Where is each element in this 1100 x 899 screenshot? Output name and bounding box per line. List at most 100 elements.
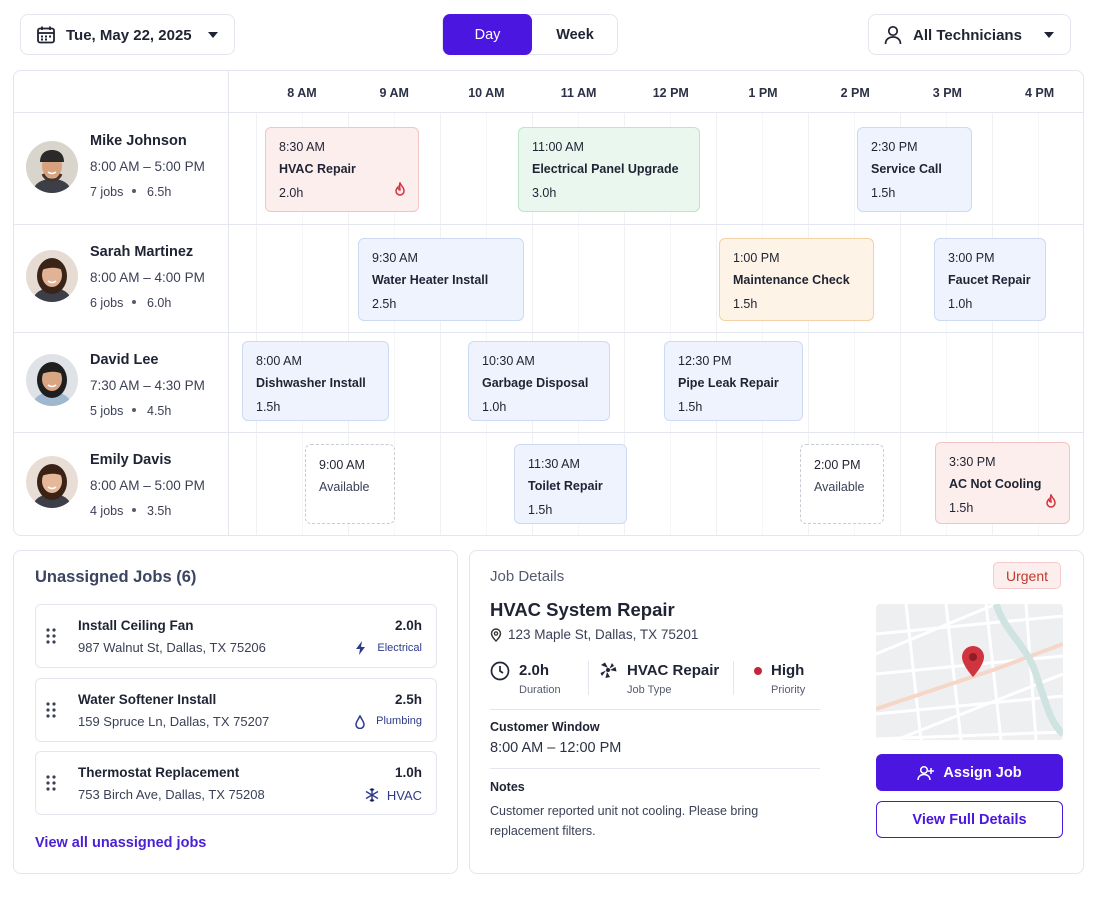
column-divider [228,71,229,535]
job-category: Plumbing [354,714,422,729]
view-all-link[interactable]: View all unassigned jobs [35,835,207,851]
appointment-title: Faucet Repair [948,273,1031,287]
appointment-time: 9:00 AM [319,458,365,472]
technician-name: Sarah Martinez [90,244,194,260]
hour-label: 8 AM [287,86,317,100]
appointment-card[interactable]: 8:30 AM HVAC Repair 2.0h [265,127,419,212]
appointment-card[interactable]: 9:00 AM Available [305,444,395,524]
stat-label: Job Type [627,684,672,696]
urgent-badge: Urgent [993,562,1061,589]
grid-line [394,113,395,535]
job-duration: 2.0h [394,618,422,633]
grid-line [486,113,487,535]
job-address: 159 Spruce Ln, Dallas, TX 75207 [78,713,270,729]
header-divider [14,112,1083,113]
grid-line [302,113,303,535]
grid-line [716,113,717,535]
appointment-card[interactable]: 9:30 AM Water Heater Install 2.5h [358,238,524,321]
technician-duration: 6.0h [147,296,172,310]
appointment-card[interactable]: 10:30 AM Garbage Disposal 1.0h [468,341,610,421]
divider [588,661,589,695]
appointment-time: 10:30 AM [482,354,535,368]
appointment-card[interactable]: 8:00 AM Dishwasher Install 1.5h [242,341,389,421]
urgent-icon [1045,493,1057,513]
row-divider [14,224,1083,225]
bullet [132,408,136,412]
fan-icon [600,662,617,678]
divider [490,768,820,769]
appointment-card[interactable]: 3:00 PM Faucet Repair 1.0h [934,238,1046,321]
job-name: Thermostat Replacement [78,765,240,780]
panel-heading: Job Details [490,568,565,585]
job-category: Electrical [355,641,422,655]
user-icon [884,25,902,45]
drag-handle [46,701,56,723]
category-label: Electrical [377,641,422,654]
row-divider [14,432,1083,433]
unassigned-job[interactable]: Water Softener Install 159 Spruce Ln, Dal… [35,677,437,742]
grid-line [992,113,993,535]
appointment-time: 8:00 AM [256,354,302,368]
bullet [132,508,136,512]
date-picker[interactable]: Tue, May 22, 2025 [20,14,235,55]
appointment-time: 11:30 AM [528,457,580,471]
appointment-card[interactable]: 1:00 PM Maintenance Check 1.5h [719,238,874,321]
technician-jobs: 6 jobs [90,296,124,310]
appointment-card[interactable]: 11:00 AM Electrical Panel Upgrade 3.0h [518,127,700,212]
appointment-title: Toilet Repair [528,479,603,493]
urgent-icon [394,181,406,201]
unassigned-job[interactable]: Thermostat Replacement 753 Birch Ave, Dal… [35,751,437,815]
technician-jobs: 7 jobs [90,185,124,199]
unassigned-job[interactable]: Install Ceiling Fan 987 Walnut St, Dallas… [35,604,437,668]
notes-text: Customer reported unit not cooling. Plea… [490,804,759,838]
technician-hours: 7:30 AM – 4:30 PM [90,378,205,393]
caret [208,32,218,38]
grid-line [578,113,579,535]
appointment-duration: 1.5h [256,400,281,414]
appointment-card[interactable]: 11:30 AM Toilet Repair 1.5h [514,444,627,524]
appointment-time: 3:30 PM [949,455,996,469]
category-label: HVAC [386,787,422,803]
urgent-icon-svg [1046,493,1056,508]
hour-label: 11 AM [560,86,597,100]
appointment-card[interactable]: 3:30 PM AC Not Cooling 1.5h [935,442,1070,524]
appointment-time: 2:30 PM [871,140,918,154]
appointment-duration: 1.5h [871,186,896,200]
view-details-button[interactable]: View Full Details [876,801,1063,838]
grid-line [900,113,901,535]
appointment-time: 8:30 AM [279,140,325,154]
grid-line [670,113,671,535]
stat-label: Duration [519,684,561,696]
appointment-card[interactable]: 2:30 PM Service Call 1.5h [857,127,972,212]
appointment-title: Service Call [871,162,942,176]
drag-handle-svg [46,628,56,644]
week-tab[interactable]: Week [556,26,594,43]
hour-label: 9 AM [379,86,409,100]
appointment-time: 2:00 PM [814,458,861,472]
appointment-time: 1:00 PM [733,251,780,265]
appointment-card[interactable]: 2:00 PM Available [800,444,884,524]
view-toggle: Day Week [442,14,618,55]
appointment-duration: 1.0h [948,297,973,311]
assign-job-button[interactable]: Assign Job [876,754,1063,791]
drag-handle-svg [46,775,56,791]
day-tab[interactable]: Day [443,14,532,55]
notes-label: Notes [490,780,525,794]
job-duration: 2.5h [394,691,422,707]
appointment-duration: 3.0h [532,186,557,200]
grid-line [1038,113,1039,535]
grid-line [348,113,349,535]
appointment-duration: 1.5h [733,297,758,311]
grid-line [256,113,257,535]
grid-line [762,113,763,535]
schedule-grid: 8 AM 9 AM 10 AM 11 AM 12 PM 1 PM 2 PM 3 PM 4 PM … [13,70,1084,536]
appointment-time: 9:30 AM [372,251,418,265]
appointment-card[interactable]: 12:30 PM Pipe Leak Repair 1.5h [664,341,803,421]
technician-jobs: 4 jobs [90,504,124,518]
avatar [26,354,78,411]
technician-filter[interactable]: All Technicians [868,14,1071,55]
row-divider [14,332,1083,333]
avatar [26,250,78,307]
appointment-duration: 1.5h [678,400,703,414]
job-address: 987 Walnut St, Dallas, TX 75206 [78,640,266,655]
